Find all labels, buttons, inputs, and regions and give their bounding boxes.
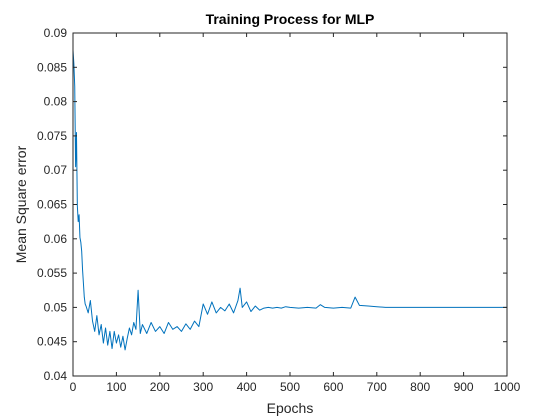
chart-title: Training Process for MLP bbox=[206, 11, 375, 27]
y-tick-label: 0.05 bbox=[44, 300, 68, 314]
x-tick-label: 900 bbox=[454, 380, 474, 394]
y-tick-label: 0.045 bbox=[37, 335, 67, 349]
y-tick-label: 0.06 bbox=[44, 232, 68, 246]
y-tick-label: 0.04 bbox=[44, 369, 68, 383]
x-tick-label: 800 bbox=[410, 380, 430, 394]
x-tick-label: 100 bbox=[106, 380, 126, 394]
y-tick-label: 0.075 bbox=[37, 129, 67, 143]
y-tick-label: 0.07 bbox=[44, 163, 68, 177]
y-tick-label: 0.09 bbox=[44, 26, 68, 40]
x-tick-label: 200 bbox=[150, 380, 170, 394]
y-tick-label: 0.08 bbox=[44, 95, 68, 109]
x-tick-label: 1000 bbox=[494, 380, 521, 394]
y-axis-label: Mean Square error bbox=[13, 145, 29, 263]
x-tick-label: 600 bbox=[323, 380, 343, 394]
y-tick-label: 0.055 bbox=[37, 266, 67, 280]
x-tick-label: 300 bbox=[193, 380, 213, 394]
x-axis-label: Epochs bbox=[267, 400, 314, 416]
plot-area bbox=[73, 33, 507, 376]
y-tick-label: 0.065 bbox=[37, 198, 67, 212]
x-tick-label: 500 bbox=[280, 380, 300, 394]
x-tick-label: 0 bbox=[70, 380, 77, 394]
y-tick-label: 0.085 bbox=[37, 60, 67, 74]
x-tick-label: 700 bbox=[367, 380, 387, 394]
x-tick-label: 400 bbox=[237, 380, 257, 394]
